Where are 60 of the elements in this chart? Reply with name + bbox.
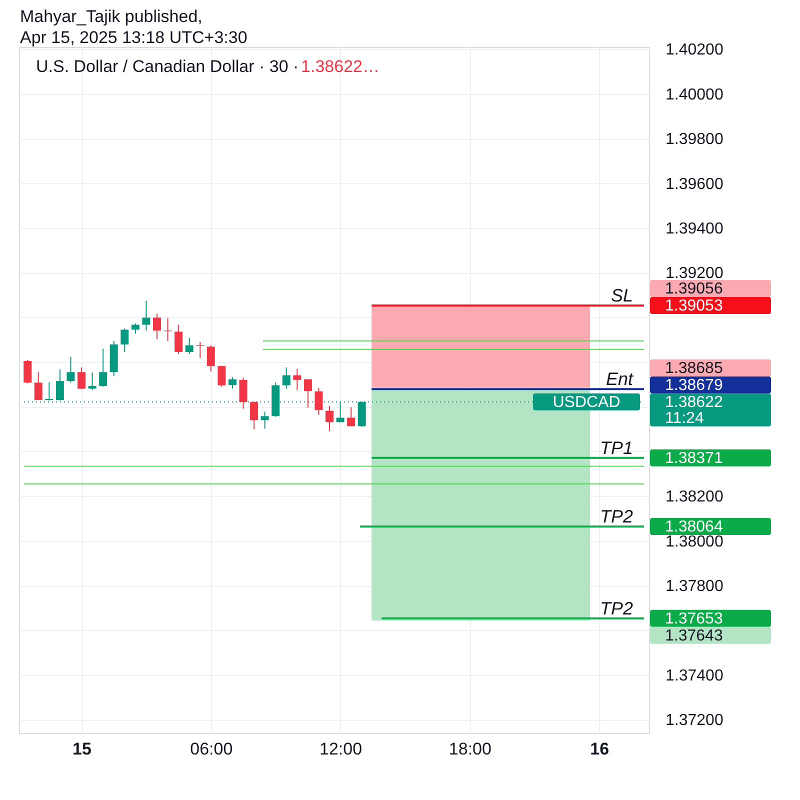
y-tick-label: 1.37400 — [666, 667, 724, 684]
candlestick — [293, 368, 302, 390]
x-tick-label: 16 — [590, 740, 610, 758]
candlestick — [34, 372, 42, 401]
candlestick — [336, 400, 344, 423]
candlestick — [260, 411, 269, 430]
y-tick-label: 1.39800 — [666, 131, 724, 148]
x-tick-label: 15 — [72, 740, 92, 758]
candlestick — [218, 366, 226, 388]
data-label: 1.39053 — [665, 298, 723, 315]
candlestick — [250, 402, 258, 430]
candlestick — [78, 366, 86, 390]
candlestick — [24, 359, 32, 384]
candlestick — [304, 378, 312, 408]
series-label: TP2 — [600, 506, 633, 527]
text: Apr 15, 2025 13:18 UTC+3:30 — [20, 28, 248, 47]
candlestick — [228, 376, 236, 390]
y-tick-label: 1.37200 — [666, 712, 724, 730]
candlestick — [152, 313, 161, 340]
series-label: TP2 — [600, 598, 633, 618]
candlestick — [347, 406, 356, 427]
x-tick-label: 12:00 — [320, 740, 362, 758]
y-tick-label: 1.40000 — [666, 86, 724, 104]
text: 1.38685 — [665, 360, 723, 377]
candlestick — [99, 348, 108, 388]
candlestick — [88, 372, 96, 390]
candlestick — [185, 337, 194, 355]
x-tick-label: 06:00 — [190, 740, 233, 758]
data-label: 1.38679 — [665, 376, 723, 394]
y-tick-label: 1.39600 — [666, 176, 724, 193]
candlestick — [120, 328, 129, 353]
series-label: TP1 — [600, 438, 633, 458]
candlestick — [131, 322, 140, 334]
candlestick — [206, 344, 215, 372]
series-label: USDCAD — [552, 394, 620, 411]
y-tick-label: 1.38000 — [666, 533, 724, 550]
candlestick — [326, 406, 334, 432]
candlestick — [239, 377, 248, 410]
y-tick-label: 1.38200 — [666, 488, 724, 506]
y-tick-label: 1.37800 — [666, 578, 724, 596]
candlestick — [174, 324, 183, 355]
y-tick-label: 1.39400 — [666, 220, 724, 238]
data-label: 1.38064 — [665, 518, 723, 536]
y-tick-label: 1.40200 — [666, 42, 724, 59]
series-label: SL — [610, 286, 633, 306]
x-tick-label: 18:00 — [448, 740, 492, 758]
text: 1.38622… — [301, 57, 380, 76]
data-label: 1.38371 — [665, 450, 723, 467]
text: Mahyar_Tajik published, — [20, 7, 202, 26]
text: 1.39056 — [665, 280, 723, 298]
text: 1.37643 — [665, 627, 723, 644]
y-tick-label: 1.39200 — [666, 265, 724, 282]
data-label: 1.38622 11:24 — [665, 394, 723, 427]
candlestick — [142, 300, 150, 332]
series-label: Ent — [606, 369, 634, 390]
data-label: 1.37653 — [665, 610, 723, 628]
candlestick — [314, 387, 323, 416]
text: U.S. Dollar / Canadian Dollar · 30 · — [36, 57, 299, 76]
candlestick — [66, 356, 75, 384]
candlestick — [282, 366, 290, 390]
